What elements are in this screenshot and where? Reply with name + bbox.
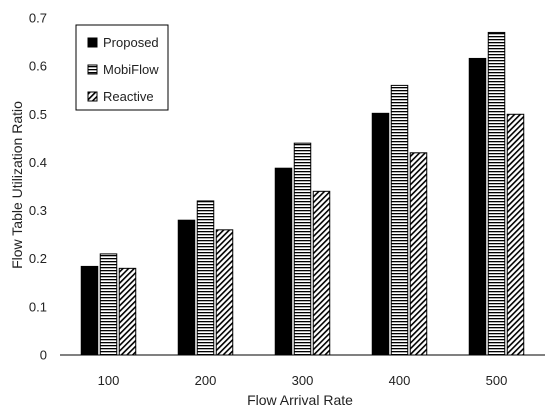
bar-mobiflow-500 [487, 31, 506, 356]
legend-swatch-mobiflow [87, 64, 98, 75]
y-tick-label: 0.2 [29, 251, 47, 266]
x-axis-title: Flow Arrival Rate [247, 392, 353, 408]
x-axis: 100 200 300 400 500 [60, 354, 545, 388]
y-tick-label: 0.1 [29, 299, 47, 314]
bar-reactive-200 [215, 229, 234, 356]
bar-proposed-500 [468, 57, 487, 356]
legend-label-reactive: Reactive [103, 89, 154, 104]
legend-swatch-proposed [87, 37, 98, 48]
y-axis-title: Flow Table Utilization Ratio [9, 101, 25, 269]
legend-label-mobiflow: MobiFlow [103, 62, 159, 77]
y-axis: 0 0.1 0.2 0.3 0.4 0.5 0.6 0.7 [29, 11, 47, 363]
x-tick-label: 100 [98, 373, 120, 388]
bar-reactive-100 [118, 267, 137, 356]
x-tick-label: 200 [195, 373, 217, 388]
bar-mobiflow-400 [390, 84, 409, 356]
x-tick-label: 300 [292, 373, 314, 388]
bar-reactive-400 [409, 152, 428, 356]
legend: Proposed MobiFlow Reactive [75, 24, 169, 111]
bar-reactive-300 [312, 190, 331, 356]
bar-mobiflow-200 [196, 200, 215, 356]
legend-label-proposed: Proposed [103, 35, 159, 50]
bar-proposed-300 [274, 167, 293, 356]
y-tick-label: 0.7 [29, 11, 47, 26]
bar-proposed-200 [177, 219, 196, 356]
bar-mobiflow-100 [99, 253, 118, 356]
y-tick-label: 0.5 [29, 107, 47, 122]
bar-proposed-400 [371, 112, 390, 356]
y-tick-label: 0.6 [29, 59, 47, 74]
x-tick-label: 500 [486, 373, 508, 388]
legend-swatch-reactive [87, 91, 98, 102]
y-tick-label: 0.4 [29, 155, 47, 170]
y-tick-label: 0.3 [29, 203, 47, 218]
bar-mobiflow-300 [293, 142, 312, 356]
bar-reactive-500 [506, 113, 525, 356]
bar-proposed-100 [80, 265, 99, 356]
x-tick-label: 400 [389, 373, 411, 388]
bars-group [80, 31, 525, 356]
y-tick-label: 0 [40, 348, 47, 363]
